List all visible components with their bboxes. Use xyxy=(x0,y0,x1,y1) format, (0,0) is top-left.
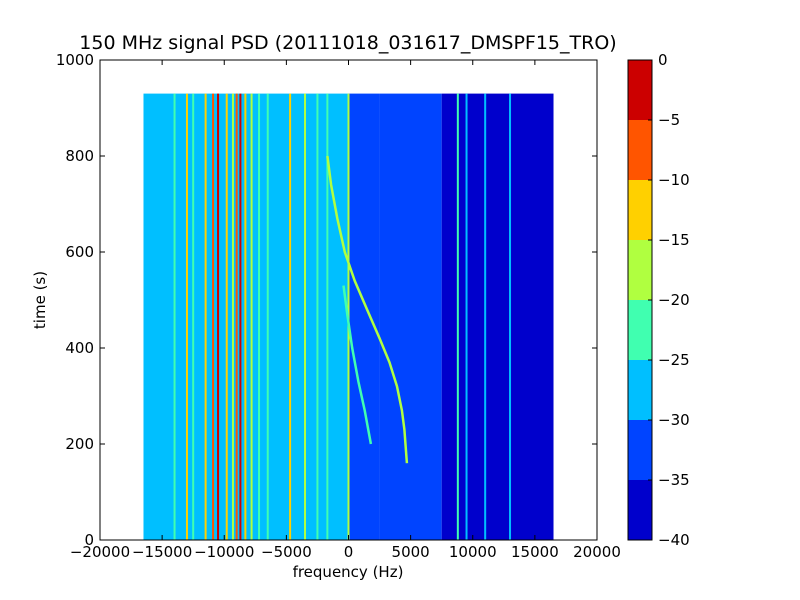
colorbar-tick-label: −30 xyxy=(658,411,690,429)
y-tick-label: 600 xyxy=(65,243,94,261)
colorbar: −40 −35 −30 −25 −20 −15 −10 −5 0 xyxy=(627,51,690,549)
x-tick-label: −20000 xyxy=(70,543,130,561)
heatmap-region-3 xyxy=(441,93,554,540)
x-tick-label: 5000 xyxy=(392,543,430,561)
colorbar-segment-5 xyxy=(628,180,652,240)
x-tick-label: −15000 xyxy=(132,543,192,561)
heatmap-region-1 xyxy=(348,93,380,540)
x-tick-label: 20000 xyxy=(573,543,621,561)
y-tick-label: 0 xyxy=(84,531,94,549)
colorbar-segment-7 xyxy=(628,60,652,120)
colorbar-tick-label: −15 xyxy=(658,231,690,249)
y-tick-label: 800 xyxy=(65,147,94,165)
x-tick-label: 15000 xyxy=(511,543,559,561)
y-axis: 0 200 400 600 800 1000 xyxy=(56,51,597,549)
colorbar-tick-label: −20 xyxy=(658,291,690,309)
colorbar-tick-label: 0 xyxy=(658,51,668,69)
colorbar-segment-0 xyxy=(628,480,652,540)
chart-title: 150 MHz signal PSD (20111018_031617_DMSP… xyxy=(79,32,616,54)
colorbar-segment-6 xyxy=(628,120,652,180)
colorbar-segment-2 xyxy=(628,360,652,420)
colorbar-tick-label: −10 xyxy=(658,171,690,189)
colorbar-segment-4 xyxy=(628,240,652,300)
x-axis: −20000 −15000 −10000 −5000 0 5000 10000 15000 20… xyxy=(70,60,621,561)
colorbar-tick-label: −5 xyxy=(658,111,680,129)
y-tick-label: 400 xyxy=(65,339,94,357)
y-axis-label: time (s) xyxy=(31,271,49,329)
plot-content xyxy=(143,93,554,540)
colorbar-tick-label: −40 xyxy=(658,531,690,549)
doppler-curve-0 xyxy=(326,155,409,464)
y-tick-label: 1000 xyxy=(56,51,94,69)
x-axis-label: frequency (Hz) xyxy=(293,563,404,581)
heatmap-region-2 xyxy=(379,93,442,540)
y-tick-label: 200 xyxy=(65,435,94,453)
x-tick-label: −10000 xyxy=(194,543,254,561)
colorbar-tick-label: −35 xyxy=(658,471,690,489)
colorbar-segment-3 xyxy=(628,300,652,360)
x-tick-label: 0 xyxy=(344,543,354,561)
colorbar-segment-1 xyxy=(628,420,652,480)
doppler-curve-1 xyxy=(342,285,373,445)
x-tick-label: 10000 xyxy=(449,543,497,561)
colorbar-tick-label: −25 xyxy=(658,351,690,369)
x-tick-label: −5000 xyxy=(261,543,312,561)
